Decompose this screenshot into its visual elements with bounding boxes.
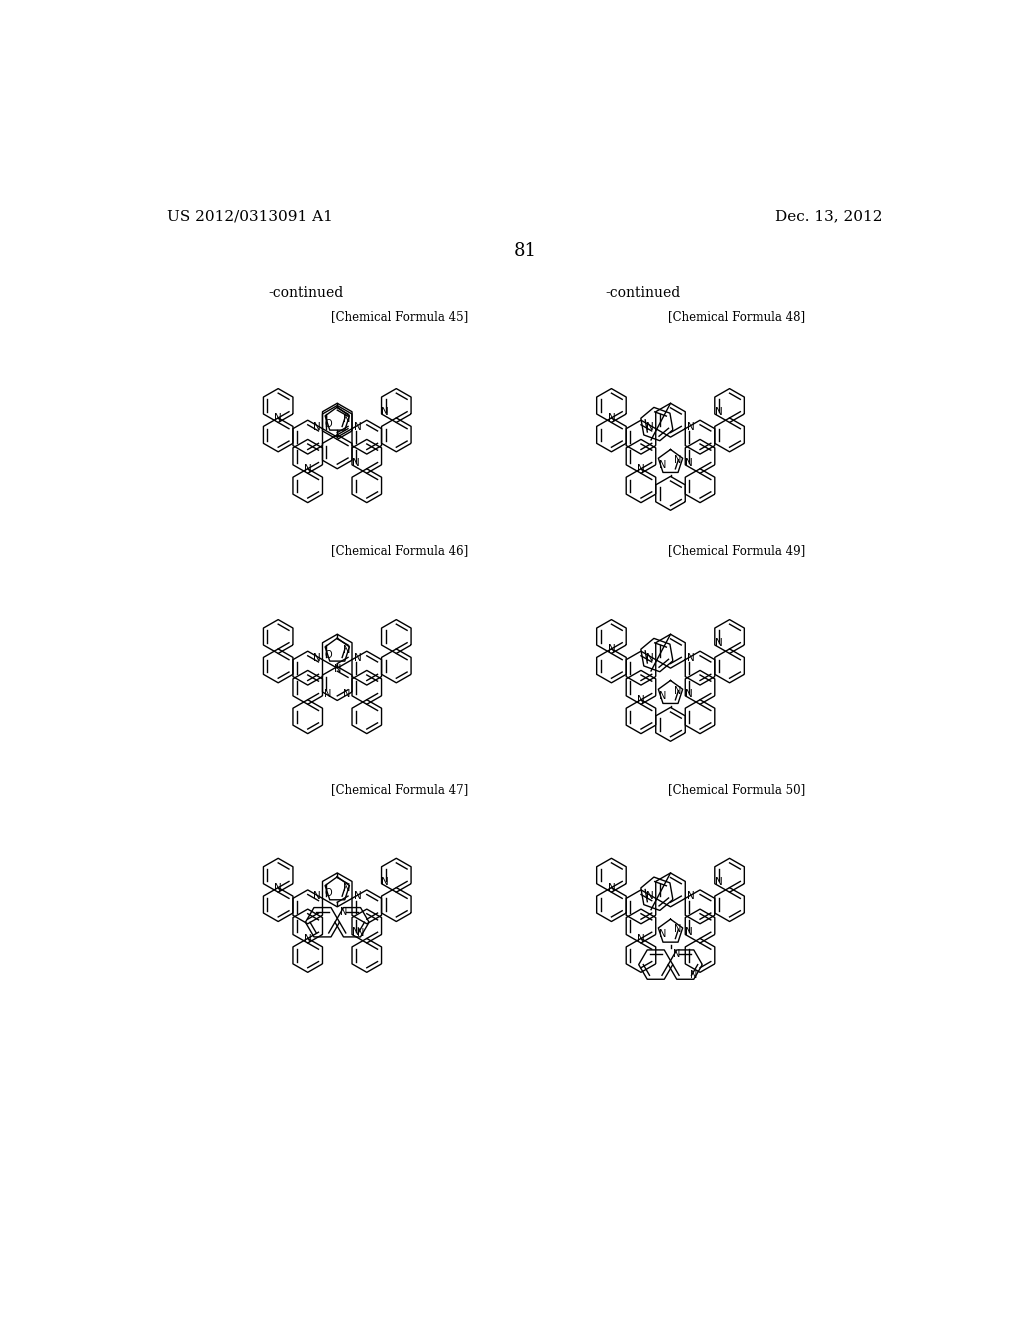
- Text: N: N: [715, 638, 722, 648]
- Text: [Chemical Formula 47]: [Chemical Formula 47]: [331, 783, 468, 796]
- Text: N: N: [607, 883, 615, 892]
- Text: N: N: [715, 876, 722, 887]
- Text: N: N: [274, 413, 282, 424]
- Text: N: N: [342, 883, 350, 894]
- Text: 81: 81: [513, 242, 537, 260]
- Text: N: N: [325, 689, 332, 700]
- Text: N: N: [353, 652, 361, 663]
- Text: N: N: [342, 413, 350, 424]
- Text: N: N: [659, 929, 667, 940]
- Text: N: N: [356, 928, 365, 937]
- Text: N: N: [715, 407, 722, 417]
- Text: N: N: [687, 421, 694, 432]
- Text: -continued: -continued: [606, 286, 681, 300]
- Text: O: O: [325, 888, 332, 899]
- Text: N: N: [334, 664, 341, 675]
- Text: [Chemical Formula 45]: [Chemical Formula 45]: [331, 310, 468, 323]
- Text: N: N: [313, 421, 321, 432]
- Text: N: N: [343, 689, 350, 700]
- Text: US 2012/0313091 A1: US 2012/0313091 A1: [167, 209, 333, 223]
- Text: N: N: [685, 689, 693, 698]
- Text: N: N: [274, 883, 282, 892]
- Text: N: N: [673, 949, 680, 960]
- Text: N: N: [646, 891, 654, 902]
- Text: N: N: [675, 924, 682, 935]
- Text: N: N: [313, 891, 321, 902]
- Text: Dec. 13, 2012: Dec. 13, 2012: [775, 209, 883, 223]
- Text: N: N: [685, 458, 693, 467]
- Text: N: N: [687, 652, 694, 663]
- Text: [Chemical Formula 49]: [Chemical Formula 49]: [668, 545, 805, 557]
- Text: N: N: [607, 644, 615, 655]
- Text: N: N: [685, 928, 693, 937]
- Text: N: N: [607, 413, 615, 424]
- Text: N: N: [637, 696, 645, 705]
- Text: N: N: [637, 933, 645, 944]
- Text: N: N: [304, 465, 311, 474]
- Text: N: N: [304, 933, 311, 944]
- Text: N: N: [352, 458, 359, 467]
- Text: [Chemical Formula 46]: [Chemical Formula 46]: [331, 545, 468, 557]
- Text: N: N: [381, 407, 389, 417]
- Text: [Chemical Formula 50]: [Chemical Formula 50]: [668, 783, 805, 796]
- Text: N: N: [659, 690, 667, 701]
- Text: -continued: -continued: [268, 286, 344, 300]
- Text: N: N: [352, 928, 359, 937]
- Text: O: O: [325, 418, 332, 429]
- Text: N: N: [646, 421, 654, 432]
- Text: N: N: [353, 891, 361, 902]
- Text: N: N: [659, 459, 667, 470]
- Text: N: N: [637, 465, 645, 474]
- Text: N: N: [646, 652, 654, 663]
- Text: N: N: [687, 891, 694, 902]
- Text: O: O: [325, 649, 332, 660]
- Text: N: N: [690, 970, 697, 979]
- Text: N: N: [340, 907, 347, 916]
- Text: N: N: [381, 876, 389, 887]
- Text: N: N: [342, 644, 350, 655]
- Text: N: N: [675, 685, 682, 696]
- Text: N: N: [675, 454, 682, 465]
- Text: N: N: [353, 421, 361, 432]
- Text: N: N: [313, 652, 321, 663]
- Text: [Chemical Formula 48]: [Chemical Formula 48]: [668, 310, 805, 323]
